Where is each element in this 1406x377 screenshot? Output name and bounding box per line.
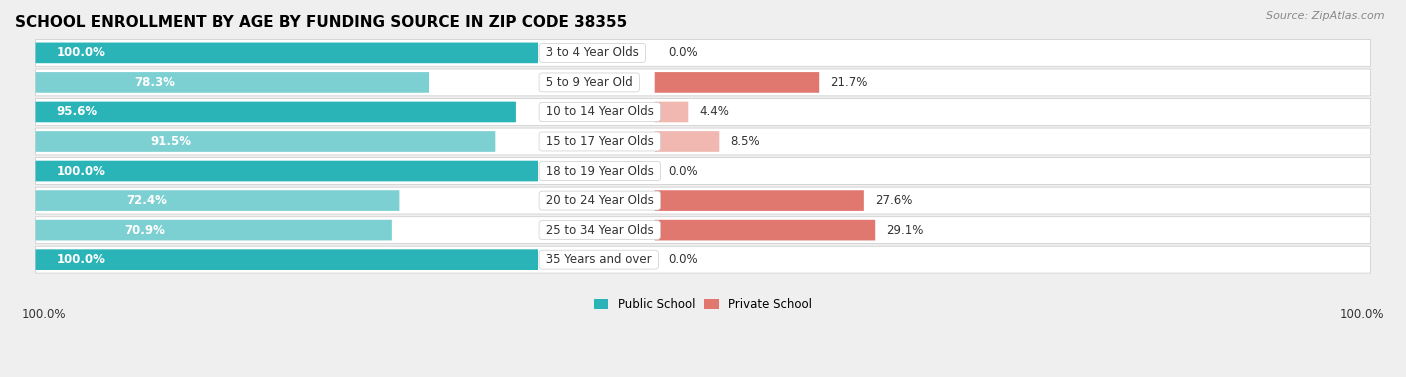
FancyBboxPatch shape bbox=[35, 246, 1371, 273]
Text: 21.7%: 21.7% bbox=[830, 76, 868, 89]
FancyBboxPatch shape bbox=[35, 187, 1371, 214]
FancyBboxPatch shape bbox=[35, 128, 1371, 155]
Text: 0.0%: 0.0% bbox=[669, 46, 699, 60]
Text: SCHOOL ENROLLMENT BY AGE BY FUNDING SOURCE IN ZIP CODE 38355: SCHOOL ENROLLMENT BY AGE BY FUNDING SOUR… bbox=[15, 15, 627, 30]
FancyBboxPatch shape bbox=[35, 158, 1371, 184]
Text: 3 to 4 Year Olds: 3 to 4 Year Olds bbox=[541, 46, 643, 60]
Text: 20 to 24 Year Olds: 20 to 24 Year Olds bbox=[541, 194, 658, 207]
Text: 100.0%: 100.0% bbox=[22, 308, 66, 320]
Text: 10 to 14 Year Olds: 10 to 14 Year Olds bbox=[541, 106, 658, 118]
Text: 78.3%: 78.3% bbox=[134, 76, 174, 89]
Text: 100.0%: 100.0% bbox=[56, 253, 105, 266]
FancyBboxPatch shape bbox=[655, 220, 875, 241]
FancyBboxPatch shape bbox=[35, 220, 392, 241]
Text: 27.6%: 27.6% bbox=[875, 194, 912, 207]
FancyBboxPatch shape bbox=[35, 40, 1371, 66]
FancyBboxPatch shape bbox=[35, 190, 399, 211]
FancyBboxPatch shape bbox=[35, 102, 516, 122]
Text: 70.9%: 70.9% bbox=[125, 224, 166, 237]
Text: 5 to 9 Year Old: 5 to 9 Year Old bbox=[541, 76, 637, 89]
FancyBboxPatch shape bbox=[655, 131, 720, 152]
Text: 100.0%: 100.0% bbox=[1340, 308, 1384, 320]
FancyBboxPatch shape bbox=[35, 43, 538, 63]
Text: 91.5%: 91.5% bbox=[150, 135, 191, 148]
Text: 15 to 17 Year Olds: 15 to 17 Year Olds bbox=[541, 135, 658, 148]
FancyBboxPatch shape bbox=[35, 69, 1371, 96]
FancyBboxPatch shape bbox=[35, 249, 538, 270]
FancyBboxPatch shape bbox=[35, 98, 1371, 126]
FancyBboxPatch shape bbox=[35, 217, 1371, 244]
FancyBboxPatch shape bbox=[655, 190, 863, 211]
Text: 29.1%: 29.1% bbox=[886, 224, 924, 237]
FancyBboxPatch shape bbox=[655, 102, 689, 122]
Text: 95.6%: 95.6% bbox=[56, 106, 97, 118]
Text: Source: ZipAtlas.com: Source: ZipAtlas.com bbox=[1267, 11, 1385, 21]
Text: 4.4%: 4.4% bbox=[699, 106, 730, 118]
FancyBboxPatch shape bbox=[655, 72, 820, 93]
FancyBboxPatch shape bbox=[35, 131, 495, 152]
FancyBboxPatch shape bbox=[35, 161, 538, 181]
Text: 8.5%: 8.5% bbox=[730, 135, 759, 148]
Text: 100.0%: 100.0% bbox=[56, 164, 105, 178]
FancyBboxPatch shape bbox=[35, 72, 429, 93]
Text: 18 to 19 Year Olds: 18 to 19 Year Olds bbox=[541, 164, 658, 178]
Text: 25 to 34 Year Olds: 25 to 34 Year Olds bbox=[541, 224, 658, 237]
Text: 0.0%: 0.0% bbox=[669, 164, 699, 178]
Text: 0.0%: 0.0% bbox=[669, 253, 699, 266]
Text: 100.0%: 100.0% bbox=[56, 46, 105, 60]
Text: 35 Years and over: 35 Years and over bbox=[541, 253, 655, 266]
Legend: Public School, Private School: Public School, Private School bbox=[589, 293, 817, 316]
Text: 72.4%: 72.4% bbox=[127, 194, 167, 207]
